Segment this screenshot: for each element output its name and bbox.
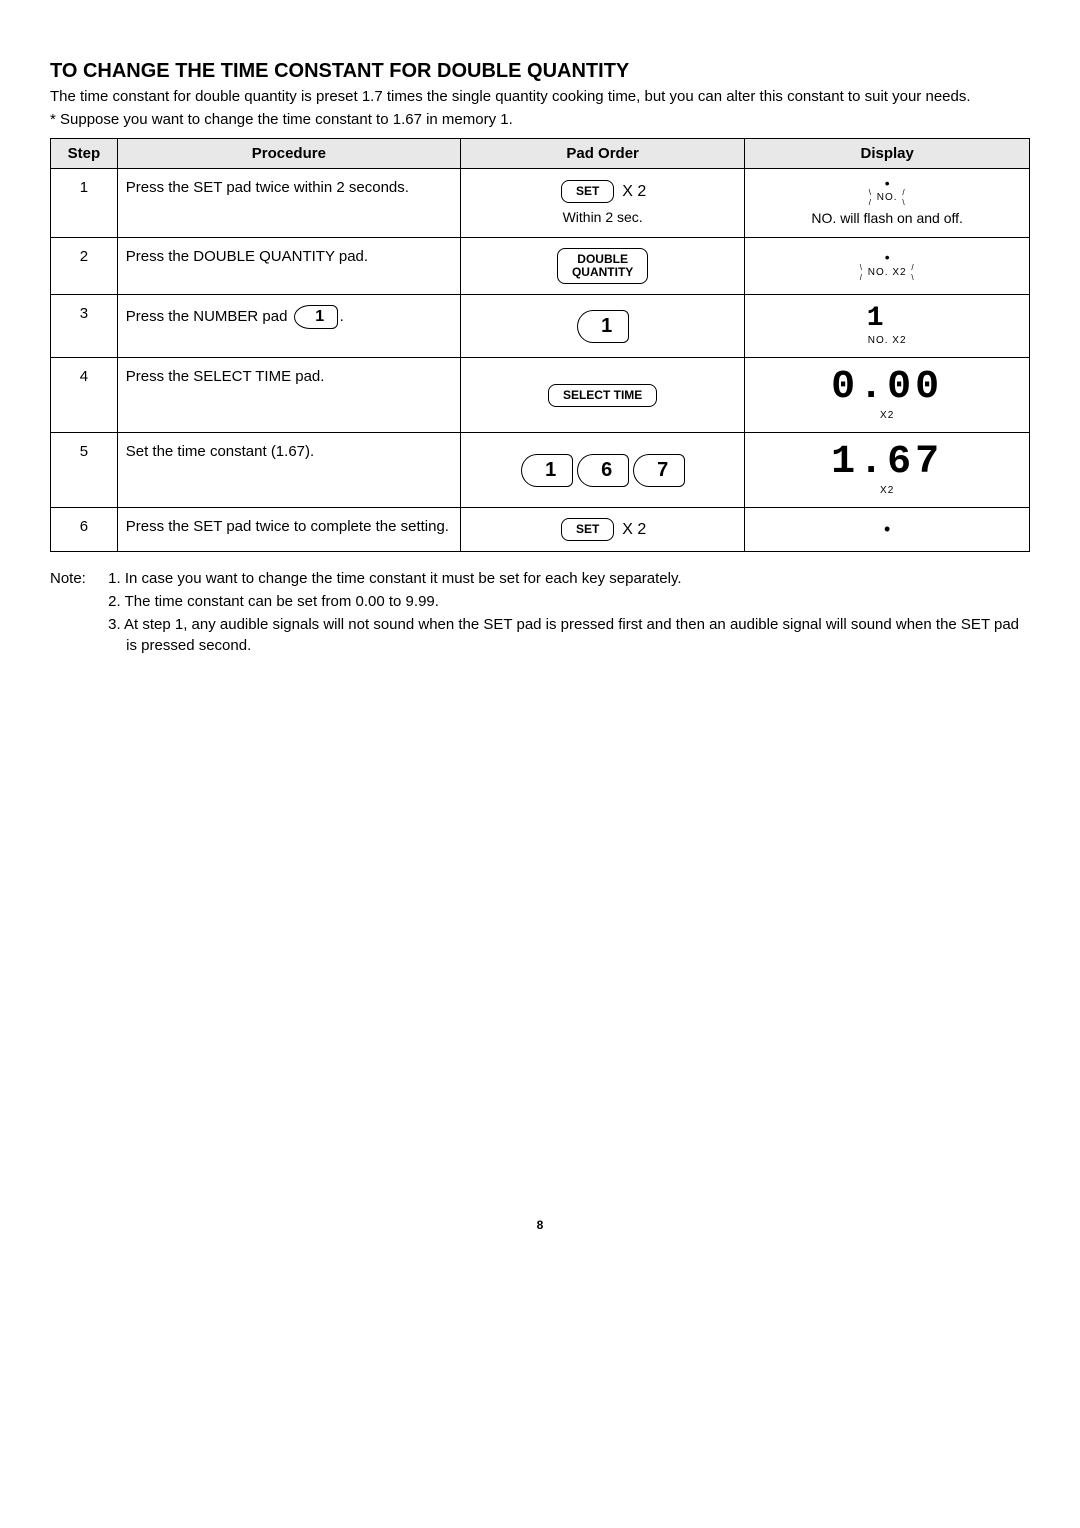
pad-number-button: 1: [577, 310, 629, 343]
cell-pad-order: 167: [460, 433, 744, 508]
cell-display: • \ / NO. / \ NO. will flash on and off.: [745, 168, 1030, 237]
pad-number-button: 1: [521, 454, 573, 487]
procedure-table: Step Procedure Pad Order Display 1 Press…: [50, 138, 1030, 553]
display-box: 1.67 X2: [831, 443, 943, 496]
table-row: 5 Set the time constant (1.67). 167 1.67…: [51, 433, 1030, 508]
cell-pad-order: SET X 2: [460, 508, 744, 552]
cell-step: 2: [51, 237, 118, 294]
pad-button: SET: [561, 518, 614, 541]
notes-section: Note: 1. In case you want to change the …: [50, 568, 1030, 658]
table-row: 1 Press the SET pad twice within 2 secon…: [51, 168, 1030, 237]
display-segment: 1: [867, 305, 908, 333]
display-sub: NO. X2: [867, 335, 908, 346]
pad-x2-label: X 2: [622, 521, 646, 539]
display-sub: X2: [831, 410, 943, 421]
pad-x2-label: X 2: [622, 183, 646, 201]
display-dot: •: [884, 519, 890, 540]
cell-step: 5: [51, 433, 118, 508]
section-title: TO CHANGE THE TIME CONSTANT FOR DOUBLE Q…: [50, 60, 1030, 83]
notes-label: Note:: [50, 568, 104, 589]
table-row: 2 Press the DOUBLE QUANTITY pad. DOUBLEQ…: [51, 237, 1030, 294]
example-text: * Suppose you want to change the time co…: [50, 111, 1030, 128]
inline-number-pad: 1: [294, 305, 338, 329]
pad-number-button: 6: [577, 454, 629, 487]
header-step: Step: [51, 138, 118, 168]
display-box: •: [884, 519, 890, 540]
cell-pad-order: DOUBLEQUANTITY: [460, 237, 744, 294]
display-box: 0.00 X2: [831, 368, 943, 421]
cell-display: 1.67 X2: [745, 433, 1030, 508]
cell-step: 3: [51, 295, 118, 358]
cell-pad-order: SELECT TIME: [460, 358, 744, 433]
cell-step: 4: [51, 358, 118, 433]
cell-display: 0.00 X2: [745, 358, 1030, 433]
note-item: 1. In case you want to change the time c…: [108, 568, 1028, 589]
pad-button: SET: [561, 180, 614, 203]
page-number: 8: [50, 1218, 1030, 1232]
cell-procedure: Press the SET pad twice to complete the …: [117, 508, 460, 552]
display-no-indicator: \ / NO. / \: [877, 192, 898, 203]
cell-display: •: [745, 508, 1030, 552]
display-dot: •: [811, 179, 962, 187]
pad-sub-text: Within 2 sec.: [469, 209, 736, 225]
table-row: 4 Press the SELECT TIME pad. SELECT TIME…: [51, 358, 1030, 433]
note-item: 3. At step 1, any audible signals will n…: [108, 614, 1028, 656]
display-box: 1 NO. X2: [867, 305, 908, 346]
display-box: • \ / NO. / \ NO. will flash on and off.: [811, 179, 962, 226]
cell-display: 1 NO. X2: [745, 295, 1030, 358]
pad-number-button: 7: [633, 454, 685, 487]
note-item: 2. The time constant can be set from 0.0…: [108, 591, 1028, 612]
display-dot: •: [868, 253, 907, 261]
table-row: 3 Press the NUMBER pad 1. 1 1 NO. X2: [51, 295, 1030, 358]
display-note: NO. will flash on and off.: [811, 210, 962, 226]
display-segment: 1.67: [831, 443, 943, 483]
cell-step: 1: [51, 168, 118, 237]
notes-body: 1. In case you want to change the time c…: [108, 568, 1028, 658]
cell-procedure: Press the SET pad twice within 2 seconds…: [117, 168, 460, 237]
display-box: • \ / NO. X2 / \: [868, 253, 907, 278]
display-segment: 0.00: [831, 368, 943, 408]
pad-button: SELECT TIME: [548, 384, 657, 407]
header-procedure: Procedure: [117, 138, 460, 168]
cell-procedure: Press the NUMBER pad 1.: [117, 295, 460, 358]
pad-button: DOUBLEQUANTITY: [557, 248, 648, 284]
cell-procedure: Set the time constant (1.67).: [117, 433, 460, 508]
header-pad-order: Pad Order: [460, 138, 744, 168]
cell-display: • \ / NO. X2 / \: [745, 237, 1030, 294]
intro-text: The time constant for double quantity is…: [50, 87, 1030, 107]
cell-procedure: Press the SELECT TIME pad.: [117, 358, 460, 433]
display-no-indicator: \ / NO. X2 / \: [868, 267, 907, 278]
table-row: 6 Press the SET pad twice to complete th…: [51, 508, 1030, 552]
header-display: Display: [745, 138, 1030, 168]
cell-procedure: Press the DOUBLE QUANTITY pad.: [117, 237, 460, 294]
display-sub: X2: [831, 485, 943, 496]
cell-step: 6: [51, 508, 118, 552]
cell-pad-order: SET X 2 Within 2 sec.: [460, 168, 744, 237]
cell-pad-order: 1: [460, 295, 744, 358]
